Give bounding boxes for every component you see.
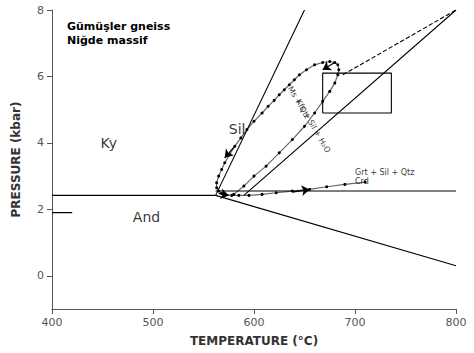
svg-text:500: 500: [143, 316, 164, 329]
svg-text:2: 2: [37, 203, 44, 216]
svg-text:Kfs + Sil + H₂O: Kfs + Sil + H₂O: [294, 97, 332, 154]
svg-text:4: 4: [37, 136, 44, 149]
svg-text:TEMPERATURE (°C): TEMPERATURE (°C): [190, 334, 318, 348]
svg-text:Crd: Crd: [355, 177, 369, 186]
svg-text:800: 800: [446, 316, 467, 329]
svg-text:And: And: [133, 209, 160, 225]
svg-text:8: 8: [37, 4, 44, 17]
svg-text:600: 600: [244, 316, 265, 329]
svg-text:400: 400: [42, 316, 63, 329]
svg-text:Gümüşler gneiss: Gümüşler gneiss: [67, 20, 171, 33]
svg-text:0: 0: [37, 269, 44, 282]
svg-text:PRESSURE (kbar): PRESSURE (kbar): [9, 102, 23, 218]
svg-text:Ky: Ky: [100, 135, 116, 151]
svg-text:Ms + Qtz: Ms + Qtz: [285, 84, 312, 121]
svg-text:Grt + Sil + Qtz: Grt + Sil + Qtz: [355, 168, 414, 177]
svg-text:Sil: Sil: [229, 121, 246, 137]
svg-text:700: 700: [345, 316, 366, 329]
svg-text:6: 6: [37, 70, 44, 83]
svg-text:Niğde massif: Niğde massif: [67, 34, 148, 47]
